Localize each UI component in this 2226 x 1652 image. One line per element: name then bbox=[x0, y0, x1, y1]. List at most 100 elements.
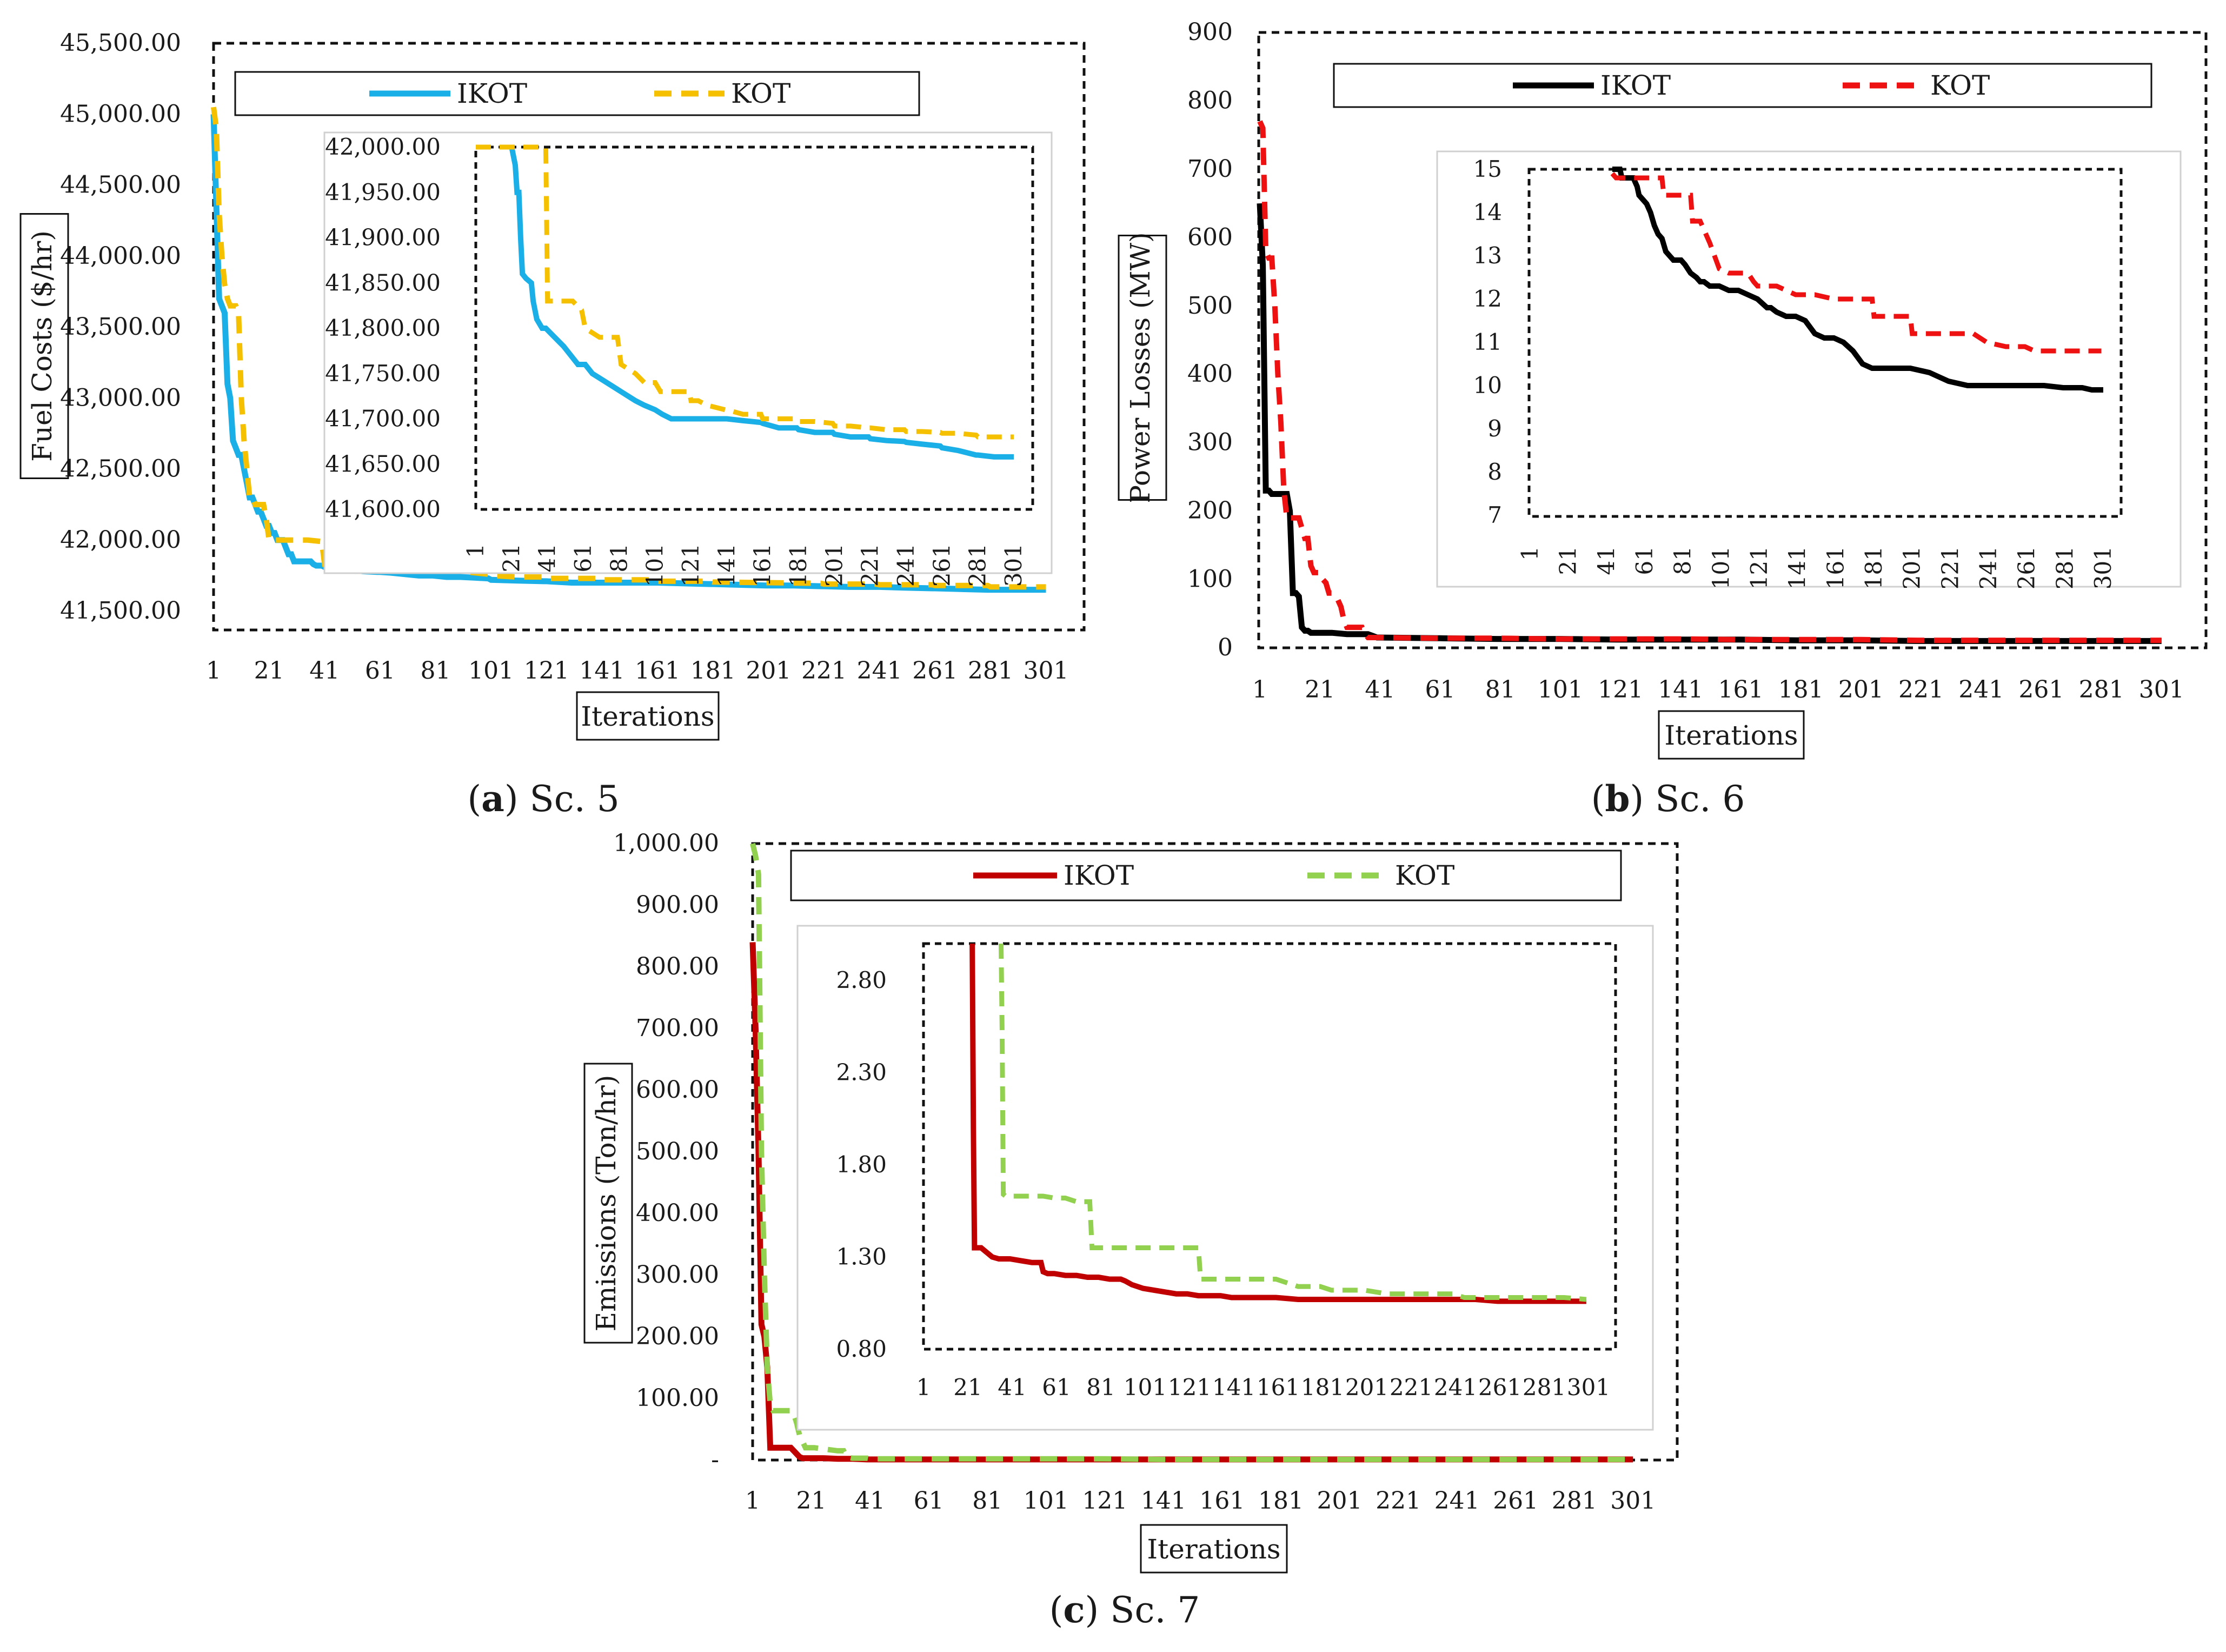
x-tick-label-b: 181 bbox=[1778, 676, 1824, 704]
x-tick-label-b: 1 bbox=[1252, 676, 1267, 704]
inset-ikot-series-line-c bbox=[969, 943, 1586, 1304]
y-tick-label-a: 43,000.00 bbox=[60, 384, 181, 412]
inset-x-tick-label-c: 101 bbox=[1124, 1374, 1167, 1401]
inset-x-tick-label-b: 281 bbox=[2051, 546, 2078, 589]
caption-label-b: b bbox=[1605, 778, 1630, 820]
inset-x-tick-label-a: 281 bbox=[965, 543, 991, 587]
inset-y-tick-label-a: 41,650.00 bbox=[325, 450, 441, 477]
inset-y-tick-label-c: 1.30 bbox=[836, 1244, 887, 1270]
inset-y-tick-label-c: 1.80 bbox=[836, 1151, 887, 1178]
y-tick-label-b: 100 bbox=[1187, 566, 1233, 593]
ikot-legend-label-a: IKOT bbox=[457, 78, 527, 109]
y-tick-label-b: 200 bbox=[1187, 497, 1233, 525]
y-tick-label-c: 400.00 bbox=[636, 1199, 719, 1227]
inset-x-tick-label-b: 161 bbox=[1822, 546, 1849, 589]
x-tick-label-b: 81 bbox=[1485, 676, 1516, 704]
x-tick-label-a: 181 bbox=[690, 657, 736, 685]
x-tick-label-b: 301 bbox=[2139, 676, 2184, 704]
y-axis-title-c: Emissions (Ton/hr) bbox=[590, 1075, 622, 1332]
y-axis-title-a: Fuel Costs ($/hr) bbox=[26, 230, 58, 462]
x-tick-label-a: 261 bbox=[912, 657, 958, 685]
plot-area-frame-b bbox=[1257, 31, 2208, 649]
inset-y-tick-label-b: 14 bbox=[1473, 199, 1502, 225]
inset-panel-b bbox=[1436, 150, 2182, 588]
x-tick-label-a: 201 bbox=[746, 657, 791, 685]
inset-x-tick-label-a: 201 bbox=[821, 543, 847, 587]
caption-label-c: c bbox=[1063, 1589, 1085, 1631]
x-tick-label-c: 201 bbox=[1317, 1487, 1363, 1515]
x-tick-label-c: 101 bbox=[1024, 1487, 1069, 1515]
y-tick-label-b: 600 bbox=[1187, 223, 1233, 251]
inset-ikot-series-line-a bbox=[509, 147, 1014, 460]
y-axis-title-box-a bbox=[19, 213, 69, 479]
x-tick-label-b: 261 bbox=[2018, 676, 2064, 704]
x-tick-label-c: 1 bbox=[745, 1487, 760, 1515]
x-axis-title-box-c bbox=[1140, 1524, 1288, 1574]
inset-panel-c bbox=[796, 925, 1654, 1431]
inset-x-tick-label-a: 161 bbox=[749, 543, 776, 587]
ikot-series-line-c bbox=[749, 942, 1633, 1463]
inset-x-tick-label-c: 221 bbox=[1390, 1374, 1433, 1401]
caption-b: (b) Sc. 6 bbox=[1591, 778, 1745, 820]
inset-x-tick-label-b: 201 bbox=[1899, 546, 1925, 589]
inset-x-tick-label-b: 221 bbox=[1937, 546, 1963, 589]
inset-frame-c bbox=[922, 942, 1617, 1351]
y-tick-label-c: 200.00 bbox=[636, 1323, 719, 1350]
x-tick-label-a: 221 bbox=[801, 657, 847, 685]
x-tick-label-a: 141 bbox=[579, 657, 624, 685]
inset-x-tick-label-c: 301 bbox=[1567, 1374, 1610, 1401]
y-tick-label-b: 500 bbox=[1187, 292, 1233, 320]
inset-x-tick-label-a: 41 bbox=[534, 543, 561, 572]
inset-x-tick-label-c: 281 bbox=[1523, 1374, 1566, 1401]
caption-c: (c) Sc. 7 bbox=[1049, 1589, 1200, 1631]
inset-y-tick-label-c: 2.80 bbox=[836, 967, 887, 993]
x-tick-label-c: 41 bbox=[855, 1487, 885, 1515]
inset-y-tick-label-b: 10 bbox=[1473, 372, 1502, 399]
x-tick-label-c: 21 bbox=[796, 1487, 827, 1515]
y-tick-label-c: 800.00 bbox=[636, 953, 719, 980]
x-tick-label-b: 161 bbox=[1718, 676, 1763, 704]
x-tick-label-b: 41 bbox=[1365, 676, 1395, 704]
inset-x-tick-label-c: 1 bbox=[916, 1374, 931, 1401]
x-tick-label-b: 221 bbox=[1898, 676, 1944, 704]
inset-kot-series-line-a bbox=[476, 144, 1014, 440]
inset-y-tick-label-a: 41,600.00 bbox=[325, 496, 441, 522]
inset-x-tick-label-c: 241 bbox=[1434, 1374, 1477, 1401]
y-tick-label-b: 0 bbox=[1218, 634, 1233, 661]
inset-panel-a bbox=[323, 131, 1053, 574]
inset-x-tick-label-b: 181 bbox=[1860, 546, 1887, 589]
inset-x-tick-label-a: 301 bbox=[1000, 543, 1027, 587]
inset-x-tick-label-b: 21 bbox=[1555, 546, 1582, 575]
inset-y-tick-label-a: 41,900.00 bbox=[325, 224, 441, 251]
inset-kot-series-line-c bbox=[999, 943, 1587, 1302]
y-tick-label-a: 41,500.00 bbox=[60, 597, 181, 625]
y-tick-label-b: 400 bbox=[1187, 360, 1233, 388]
x-tick-label-c: 261 bbox=[1493, 1487, 1538, 1515]
kot-legend-label-b: KOT bbox=[1930, 70, 1990, 101]
inset-x-tick-label-a: 221 bbox=[857, 543, 883, 587]
x-tick-label-a: 21 bbox=[254, 657, 284, 685]
inset-x-tick-label-c: 181 bbox=[1301, 1374, 1344, 1401]
y-tick-label-a: 42,000.00 bbox=[60, 526, 181, 554]
inset-x-tick-label-a: 141 bbox=[713, 543, 740, 587]
x-tick-label-b: 281 bbox=[2079, 676, 2124, 704]
inset-y-tick-label-b: 13 bbox=[1473, 242, 1502, 269]
x-tick-label-c: 81 bbox=[972, 1487, 1002, 1515]
inset-x-tick-label-c: 41 bbox=[998, 1374, 1026, 1401]
inset-y-tick-label-b: 8 bbox=[1487, 459, 1502, 485]
inset-y-tick-label-c: 0.80 bbox=[836, 1336, 887, 1362]
legend-box-c bbox=[790, 850, 1622, 901]
inset-x-tick-label-b: 141 bbox=[1784, 546, 1811, 589]
y-tick-label-a: 44,500.00 bbox=[60, 171, 181, 199]
inset-x-tick-label-a: 1 bbox=[462, 543, 489, 558]
caption-a: (a) Sc. 5 bbox=[467, 778, 619, 820]
x-tick-label-b: 201 bbox=[1838, 676, 1884, 704]
x-axis-title-box-b bbox=[1658, 710, 1805, 760]
x-tick-label-c: 121 bbox=[1082, 1487, 1127, 1515]
inset-y-tick-label-a: 41,700.00 bbox=[325, 406, 441, 432]
x-tick-label-a: 41 bbox=[309, 657, 340, 685]
x-tick-label-a: 121 bbox=[524, 657, 569, 685]
inset-x-tick-label-c: 141 bbox=[1212, 1374, 1255, 1401]
x-tick-label-c: 61 bbox=[914, 1487, 944, 1515]
x-tick-label-a: 241 bbox=[857, 657, 902, 685]
